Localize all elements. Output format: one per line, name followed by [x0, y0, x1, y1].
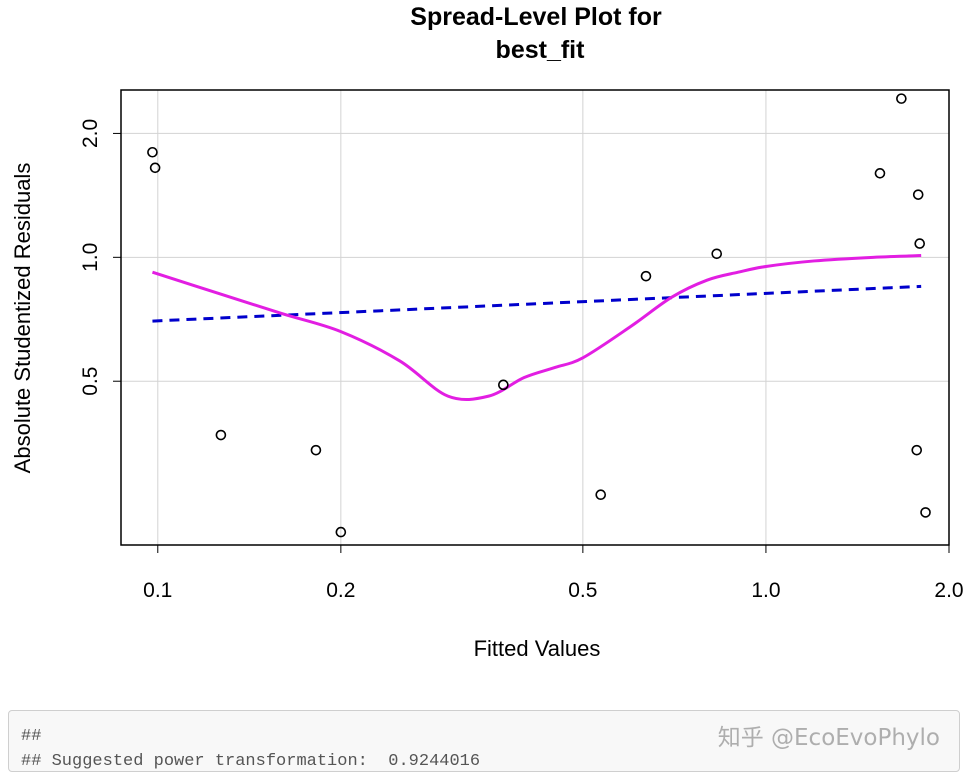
watermark-text: 知乎 @EcoEvoPhylo	[717, 725, 940, 751]
y-axis-ticks: 0.5 1.0 2.0	[79, 119, 121, 396]
linear-fit-line	[152, 284, 922, 323]
data-point	[215, 429, 227, 441]
data-point	[874, 168, 886, 179]
data-point	[920, 507, 931, 518]
smooth-fit-line	[151, 254, 922, 402]
console-output: ## ## Suggested power transformation: 0.…	[8, 710, 960, 772]
data-point	[310, 444, 322, 456]
x-tick-label: 0.2	[326, 579, 355, 602]
x-axis-label: Fitted Values	[474, 636, 601, 661]
data-point	[912, 189, 924, 200]
console-line-1: ##	[21, 727, 42, 746]
data-point	[711, 248, 723, 260]
data-points	[147, 93, 931, 538]
data-point	[147, 146, 158, 158]
fit-lines	[151, 254, 922, 402]
spread-level-plot: Spread-Level Plot for best_fit 0.1 0.2 0.5…	[10, 3, 964, 661]
console-line-2: ## Suggested power transformation: 0.924…	[21, 752, 481, 771]
x-tick-label: 0.5	[568, 579, 597, 602]
y-axis-label: Absolute Studentized Residuals	[10, 163, 35, 474]
chart-area: Spread-Level Plot for best_fit 0.1 0.2 0.5…	[10, 3, 964, 661]
y-tick-label: 2.0	[79, 119, 102, 148]
data-point	[595, 489, 607, 500]
data-point	[896, 93, 907, 104]
data-point	[914, 238, 926, 249]
x-tick-label: 0.1	[143, 579, 172, 602]
y-tick-label: 0.5	[79, 367, 102, 396]
data-point	[498, 379, 509, 391]
chart-title-line1: Spread-Level Plot for	[410, 3, 662, 31]
chart-title-line2: best_fit	[496, 36, 586, 64]
y-tick-label: 1.0	[79, 243, 102, 272]
data-point	[149, 162, 161, 174]
plot-frame	[120, 89, 950, 546]
x-axis-ticks: 0.1 0.2 0.5 1.0 2.0	[143, 545, 964, 602]
x-tick-label: 1.0	[751, 579, 780, 602]
x-tick-label: 2.0	[934, 579, 963, 602]
data-point	[640, 270, 652, 282]
data-point	[335, 526, 347, 538]
data-point	[911, 444, 923, 456]
